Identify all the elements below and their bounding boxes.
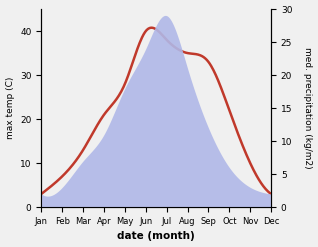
X-axis label: date (month): date (month) bbox=[117, 231, 195, 242]
Y-axis label: max temp (C): max temp (C) bbox=[5, 77, 15, 139]
Y-axis label: med. precipitation (kg/m2): med. precipitation (kg/m2) bbox=[303, 47, 313, 169]
